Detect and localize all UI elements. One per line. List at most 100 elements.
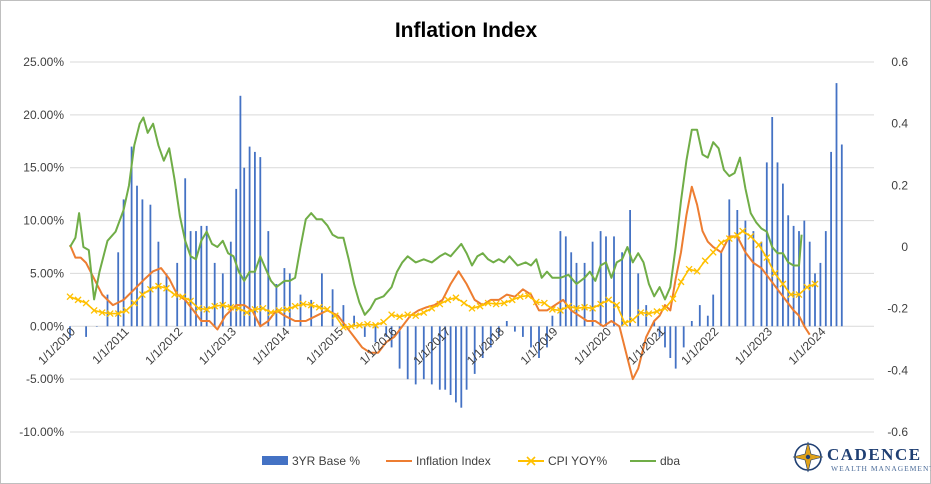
legend-label: CPI YOY%	[548, 454, 607, 468]
marker-cpi-yoy	[114, 310, 122, 318]
bar-3yr-base	[229, 241, 232, 327]
bar-3yr-base	[117, 252, 120, 327]
right-tick-label: -0.2	[887, 302, 908, 316]
bar-3yr-base	[798, 231, 800, 327]
left-tick-label: 25.00%	[23, 55, 64, 69]
bar-3yr-base	[682, 326, 685, 348]
marker-cpi-yoy	[532, 298, 540, 306]
legend-item: Inflation Index	[386, 454, 491, 468]
bar-3yr-base	[213, 262, 216, 327]
marker-cpi-yoy	[709, 248, 717, 256]
marker-cpi-yoy	[307, 301, 315, 309]
right-axis-ticks: 0.6 0.4 0.2 0 -0.2 -0.4 -0.6	[887, 55, 908, 439]
bar-3yr-base	[629, 210, 631, 327]
legend-label: dba	[660, 454, 680, 468]
gridlines	[70, 61, 874, 433]
legend-item: 3YR Base %	[262, 454, 360, 468]
bar-3yr-base	[760, 241, 763, 327]
bar-3yr-base	[736, 210, 739, 327]
marker-cpi-yoy	[685, 265, 693, 273]
bar-3yr-base	[771, 117, 774, 327]
bar-3yr-base	[706, 315, 709, 327]
marker-cpi-yoy	[122, 306, 130, 314]
marker-cpi-yoy	[733, 231, 741, 239]
bar-3yr-base	[570, 252, 573, 327]
bar-3yr-base	[776, 162, 779, 327]
marker-cpi-yoy	[725, 235, 733, 243]
logo-tagline: WEALTH MANAGEMENT	[831, 464, 931, 473]
marker-cpi-yoy	[573, 304, 580, 312]
marker-cpi-yoy	[803, 283, 811, 291]
bar-3yr-base	[473, 326, 476, 374]
marker-cpi-yoy	[621, 319, 629, 327]
right-tick-label: -0.4	[887, 363, 908, 377]
bar-3yr-base	[310, 299, 313, 327]
bar-3yr-base	[465, 326, 468, 390]
bar-3yr-base	[221, 273, 224, 327]
x-tick-label: 1/1/2023	[732, 324, 775, 367]
marker-cpi-yoy	[347, 322, 355, 330]
bar-3yr-base	[720, 252, 723, 327]
marker-cpi-yoy	[339, 323, 347, 331]
marker-cpi-yoy	[444, 296, 452, 304]
bar-3yr-base	[331, 289, 334, 327]
marker-cpi-yoy	[243, 309, 251, 317]
x-tick-label: 1/1/2011	[89, 324, 132, 367]
marker-cpi-yoy	[203, 305, 211, 313]
marker-cpi-yoy	[323, 305, 331, 313]
bar-3yr-base	[658, 326, 661, 337]
bar-3yr-base	[489, 326, 492, 348]
right-tick-label: 0.6	[891, 55, 908, 69]
marker-cpi-yoy	[524, 292, 532, 300]
bar-3yr-base	[621, 252, 623, 327]
bar-3yr-base	[157, 241, 160, 327]
marker-cpi-yoy	[364, 320, 371, 328]
bar-3yr-base	[599, 231, 602, 327]
bar-3yr-base	[398, 326, 401, 369]
bar-3yr-base	[239, 95, 242, 327]
marker-cpi-yoy	[629, 316, 637, 324]
legend-item: dba	[630, 454, 680, 468]
marker-cpi-yoy	[275, 306, 283, 314]
bar-3yr-base	[422, 326, 425, 380]
marker-cpi-yoy	[747, 232, 755, 240]
bar-3yr-base	[259, 157, 262, 327]
marker-cpi-yoy	[138, 291, 146, 299]
cadence-logo: CADENCE WEALTH MANAGEMENT	[792, 441, 931, 473]
marker-cpi-yoy	[787, 291, 795, 299]
bar-3yr-base	[430, 326, 433, 385]
line-series	[66, 116, 819, 381]
bar-3yr-base	[299, 294, 302, 327]
x-tick-label: 1/1/2014	[250, 324, 293, 367]
marker-cpi-yoy	[412, 312, 420, 320]
bar-3yr-base	[803, 220, 806, 327]
bar-3yr-base	[613, 236, 615, 327]
bar-3yr-base	[283, 268, 286, 327]
marker-cpi-yoy	[565, 302, 572, 310]
bar-3yr-base	[522, 326, 524, 337]
marker-cpi-yoy	[613, 301, 621, 309]
bar-3yr-base	[136, 185, 138, 327]
legend-label: 3YR Base %	[292, 454, 360, 468]
bar-3yr-base	[744, 220, 747, 327]
bar-3yr-base	[530, 326, 532, 348]
bar-3yr-base	[149, 204, 152, 327]
marker-cpi-yoy	[540, 299, 548, 307]
marker-cpi-yoy	[701, 257, 709, 265]
marker-cpi-yoy	[436, 300, 444, 308]
bar-3yr-base	[414, 326, 417, 385]
marker-cpi-yoy	[90, 306, 98, 314]
bar-3yr-base	[514, 326, 516, 332]
left-tick-label: -5.00%	[26, 372, 64, 386]
marker-cpi-yoy	[597, 300, 605, 308]
bar-3yr-base	[195, 231, 197, 327]
line-cpi-yoy	[69, 230, 816, 329]
bar-3yr-base	[674, 326, 677, 369]
left-tick-label: -10.00%	[19, 425, 64, 439]
marker-cpi-yoy	[291, 302, 299, 310]
bar-3yr-base	[455, 326, 457, 403]
bar-3yr-base	[591, 241, 594, 327]
marker-cpi-yoy	[763, 254, 771, 262]
marker-cpi-yoy	[516, 293, 524, 301]
